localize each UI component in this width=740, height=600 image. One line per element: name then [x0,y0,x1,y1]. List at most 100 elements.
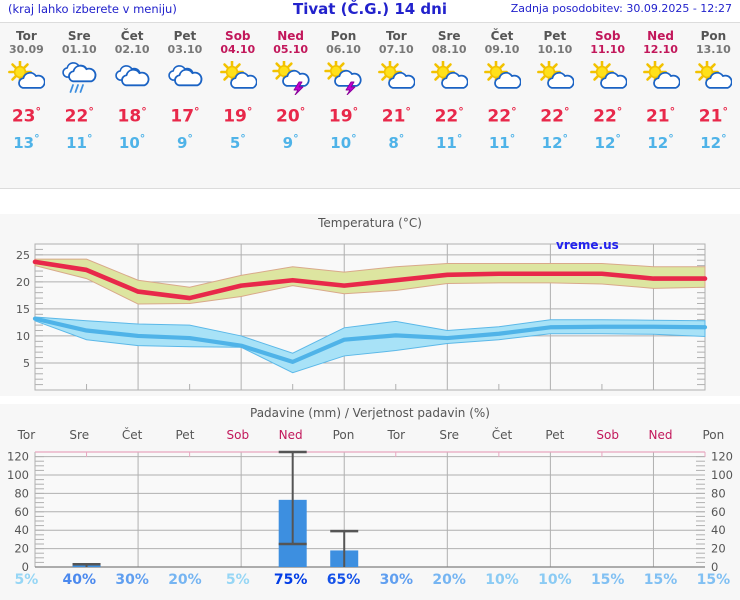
day-date: 13.10 [695,43,731,56]
day-tmax-8: 21° [370,100,423,129]
precipitation-day-label-4: Pet [175,428,195,442]
day-date: 10.10 [537,43,573,56]
day-name: Čet [120,29,144,43]
degree-symbol: ° [293,131,299,145]
precipitation-probability-4: 20% [168,572,202,588]
day-tmin-10: 11° [476,129,529,153]
precipitation-probability-11: 10% [538,572,572,588]
svg-text:5: 5 [23,357,30,370]
tmin-value: 9 [176,133,188,152]
sun-cloud-icon [423,56,476,100]
svg-text:20: 20 [14,542,29,556]
day-name: Pon [700,29,727,43]
degree-symbol: ° [669,105,676,118]
day-date: 07.10 [378,43,414,56]
cloud-icon [106,56,159,100]
tmax-value: 19 [328,106,353,127]
svg-text:80: 80 [711,486,726,500]
tmin-value: 10 [118,133,140,152]
tmax-value: 21 [698,106,723,127]
degree-symbol: ° [668,131,674,145]
sun-cloud-icon [476,56,529,100]
degree-symbol: ° [509,131,516,145]
tmax-value: 20 [276,106,300,127]
precipitation-day-label-10: Čet [491,428,513,442]
weather-icon-cell-1 [0,56,53,100]
precipitation-plot: 0 0 20 20 40 40 60 60 80 80 100 100 120 120 [7,450,733,574]
day-header-14: Pon 13.10 [687,23,740,57]
tmin-value: 5 [229,133,241,152]
tmin-value: 12 [541,133,563,152]
day-name: Pon [330,29,357,43]
svg-text:10: 10 [16,330,30,343]
day-date: 12.10 [643,43,678,56]
day-date: 02.10 [114,43,150,56]
day-name: Ned [647,29,674,43]
degree-symbol: ° [405,105,411,118]
degree-symbol: ° [562,131,569,145]
precipitation-day-label-11: Pet [545,428,565,442]
weather-icon-cell-12 [581,56,634,100]
tmin-value: 12 [700,133,722,152]
degree-symbol: ° [35,105,42,118]
precipitation-probability-row: 5% 40% 30% 20% 5% 75% 65% 30% 20% 10% 10% 15% 15% 15% [0,572,740,588]
svg-text:60: 60 [14,505,29,519]
precipitation-day-label-2: Sre [69,428,90,442]
day-tmax-6: 20° [264,100,317,129]
degree-symbol: ° [86,131,93,145]
tmax-value: 18 [117,106,142,127]
day-tmax-7: 19° [317,100,370,129]
day-tmin-13: 12° [634,129,687,153]
day-date: 30.09 [9,43,44,56]
degree-symbol: ° [456,131,463,145]
tmin-value: 8 [388,133,399,152]
precipitation-chart-title: Padavine (mm) / Verjetnost padavin (%) [250,406,490,420]
day-header-3: Čet 02.10 [106,23,159,57]
weather-icon-cell-14 [687,56,740,100]
day-tmax-4: 17° [159,100,212,129]
day-tmax-row: 23° 22° 18° 17° 19° 20° 19° 21° 22° 22° 22° 22° 21° 2… [0,100,740,129]
day-header-12: Sob 11.10 [581,23,634,57]
tmin-value: 12 [647,133,669,152]
day-tmax-9: 22° [423,100,476,129]
day-header-7: Pon 06.10 [317,23,370,57]
tmax-value: 22 [540,106,564,127]
svg-text:20: 20 [16,276,30,289]
svg-text:80: 80 [14,486,29,500]
weather-icon-cell-11 [528,56,581,100]
weather-icon-cell-6 [264,56,317,100]
degree-symbol: ° [722,105,728,118]
day-tmin-row: 13° 11° 10° 9° 5° 9° 10° 8° 11° 11° 12° 12° 12° 12° [0,129,740,153]
day-header-4: Pet 03.10 [159,23,212,57]
day-date: 08.10 [431,43,467,56]
tmax-value: 22 [593,106,617,127]
svg-text:15: 15 [16,303,30,316]
tmax-value: 22 [64,106,89,127]
day-name: Tor [16,29,37,43]
sun-cloud-icon [634,56,687,100]
degree-symbol: ° [398,131,405,145]
day-name: Ned [277,29,305,43]
day-date: 06.10 [326,43,361,56]
day-name: Sre [437,29,461,43]
svg-text:25: 25 [16,249,30,262]
svg-text:0: 0 [711,560,718,574]
watermark: vreme.us [556,238,619,252]
day-header-11: Pet 10.10 [528,23,581,57]
degree-symbol: ° [187,131,193,145]
weather-icon-cell-13 [634,56,687,100]
weather-icon-cell-4 [159,56,212,100]
day-date: 09.10 [484,43,520,56]
precipitation-day-label-3: Čet [121,428,143,442]
day-tmax-1: 23° [0,100,53,129]
degree-symbol: ° [194,105,200,118]
degree-symbol: ° [511,105,517,118]
menu-hint: (kraj lahko izberete v meniju) [8,2,177,16]
day-header-2: Sre 01.10 [53,23,106,57]
svg-text:0: 0 [22,560,29,574]
precipitation-probability-2: 40% [62,572,97,588]
temperature-chart-title: Temperatura (°C) [318,216,422,230]
sun-cloud-icon [687,56,740,100]
svg-text:120: 120 [7,450,29,464]
day-header-10: Čet 09.10 [476,23,529,57]
